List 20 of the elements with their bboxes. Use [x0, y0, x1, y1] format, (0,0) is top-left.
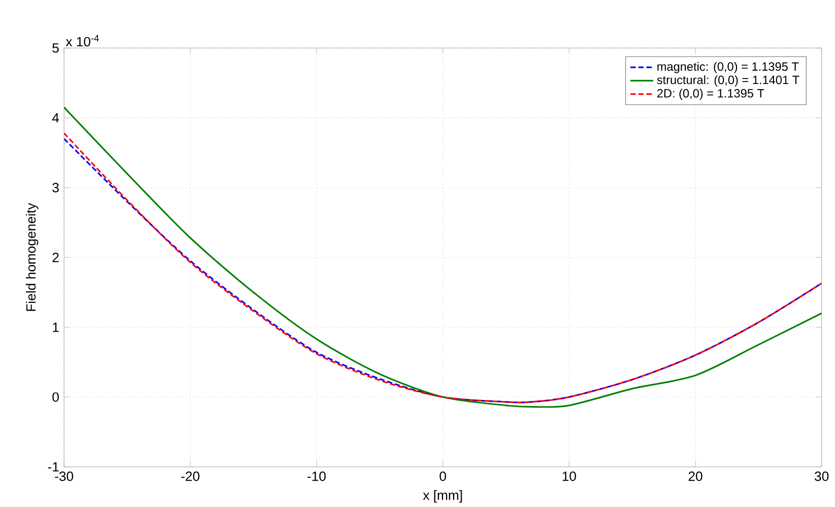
legend-label: magnetic: (0,0) = 1.1395 T: [657, 62, 799, 74]
legend-label: 2D: (0,0) = 1.1395 T: [657, 88, 764, 100]
x-tick-label: -20: [181, 472, 200, 481]
y-tick-label: 5: [52, 43, 59, 53]
y-tick-label: 3: [52, 182, 59, 192]
x-tick-label: 30: [814, 472, 829, 481]
y-tick-label: 2: [52, 252, 59, 262]
y-tick-label: -1: [48, 462, 59, 472]
y-tick-label: 4: [52, 113, 59, 122]
y-axis-title: Field homogeneity: [26, 202, 38, 311]
legend-label: structural: (0,0) = 1.1401 T: [656, 75, 800, 87]
y-tick-label: 1: [52, 322, 59, 332]
x-tick-label: 10: [562, 472, 576, 481]
x-tick-label: -10: [308, 472, 326, 481]
x-tick-label: -30: [54, 472, 74, 481]
y-tick-label: 0: [52, 392, 59, 402]
x-tick-label: 0: [440, 472, 446, 481]
x-axis-title: x [mm]: [422, 490, 462, 503]
x-tick-label: 20: [688, 472, 702, 481]
text: x 10$^{-4}$: [66, 35, 99, 46]
